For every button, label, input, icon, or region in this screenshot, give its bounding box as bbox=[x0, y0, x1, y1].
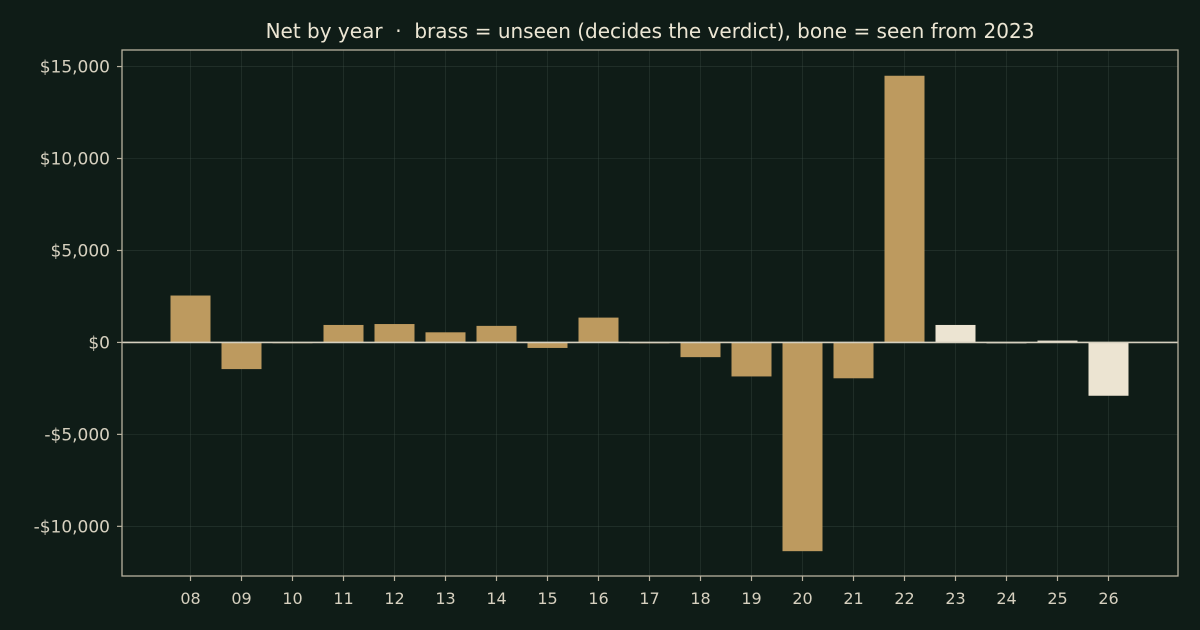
y-tick-label: $5,000 bbox=[51, 241, 110, 261]
x-tick-label: 14 bbox=[486, 589, 506, 608]
x-tick-label: 16 bbox=[588, 589, 608, 608]
bar-25 bbox=[1037, 340, 1078, 343]
y-tick-label: -$5,000 bbox=[44, 425, 110, 445]
y-tick-label: -$10,000 bbox=[34, 517, 110, 537]
bar-13 bbox=[425, 332, 466, 343]
x-tick-label: 08 bbox=[180, 589, 200, 608]
x-tick-label: 22 bbox=[894, 589, 914, 608]
bar-09 bbox=[221, 342, 262, 370]
x-tick-label: 18 bbox=[690, 589, 710, 608]
x-tick-label: 24 bbox=[996, 589, 1016, 608]
y-tick-label: $0 bbox=[88, 333, 110, 353]
chart-title: Net by year · brass = unseen (decides th… bbox=[266, 19, 1035, 43]
x-tick-labels: 08 09 10 11 12 13 14 15 16 17 18 19 20 21 22 23 24 25 26 bbox=[180, 589, 1118, 608]
bar-23 bbox=[935, 324, 976, 343]
bar-16 bbox=[578, 317, 619, 343]
bar-12 bbox=[374, 324, 415, 343]
x-tick-label: 19 bbox=[741, 589, 761, 608]
bar-08 bbox=[170, 295, 211, 343]
plot-frame bbox=[121, 49, 1179, 577]
y-tick-label: $10,000 bbox=[40, 150, 110, 170]
bar-14 bbox=[476, 325, 517, 343]
x-tick-label: 09 bbox=[231, 589, 251, 608]
y-tick-label: $15,000 bbox=[40, 58, 110, 78]
x-tick-label: 13 bbox=[435, 589, 455, 608]
x-tick-label: 17 bbox=[639, 589, 659, 608]
x-tick-label: 26 bbox=[1098, 589, 1118, 608]
y-tick-labels: $15,000 $10,000 $5,000 $0 -$5,000 -$10,000 bbox=[34, 58, 110, 538]
axes bbox=[117, 49, 1179, 581]
gridlines bbox=[122, 50, 1178, 576]
bar-19 bbox=[731, 342, 772, 377]
bar-20 bbox=[782, 342, 823, 552]
bar-15 bbox=[527, 342, 568, 348]
x-tick-label: 10 bbox=[282, 589, 302, 608]
x-tick-label: 11 bbox=[333, 589, 353, 608]
bar-26 bbox=[1088, 342, 1129, 396]
x-tick-label: 25 bbox=[1047, 589, 1067, 608]
bars bbox=[170, 75, 1129, 552]
x-tick-label: 21 bbox=[843, 589, 863, 608]
bar-22 bbox=[884, 75, 925, 343]
x-tick-label: 23 bbox=[945, 589, 965, 608]
bar-11 bbox=[323, 324, 364, 343]
bar-18 bbox=[680, 342, 721, 358]
x-tick-label: 20 bbox=[792, 589, 812, 608]
x-tick-label: 12 bbox=[384, 589, 404, 608]
bar-21 bbox=[833, 342, 874, 379]
x-tick-label: 15 bbox=[537, 589, 557, 608]
